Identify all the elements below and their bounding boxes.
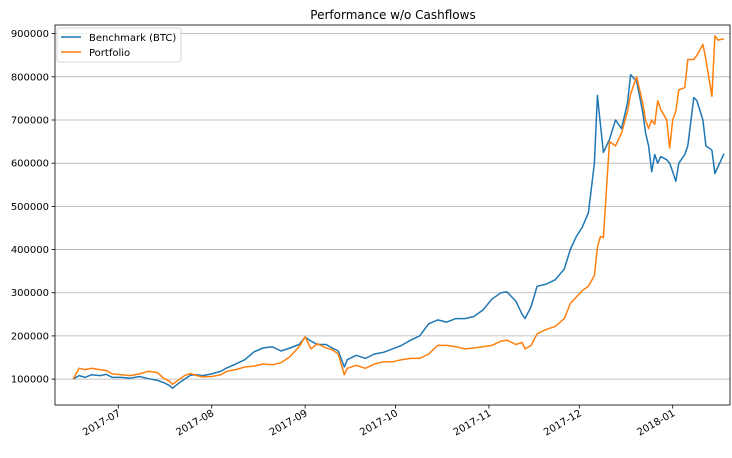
plot-area-frame bbox=[54, 24, 731, 406]
y-tick-label: 700000 bbox=[11, 116, 49, 127]
series-line-benchmark bbox=[72, 73, 725, 389]
legend-label-benchmark: Benchmark (BTC) bbox=[89, 33, 176, 44]
y-tick-label: 500000 bbox=[11, 202, 49, 213]
y-axis: 100000 200000 300000 400000 500000 600000 7000… bbox=[11, 29, 55, 386]
y-tick-label: 800000 bbox=[11, 72, 49, 83]
series-lines bbox=[72, 35, 725, 389]
legend-label-portfolio: Portfolio bbox=[89, 48, 130, 59]
y-tick-label: 200000 bbox=[11, 331, 49, 342]
x-tick-label: 2017-09 bbox=[268, 408, 310, 438]
legend-box bbox=[56, 27, 182, 63]
y-tick-label: 600000 bbox=[11, 159, 49, 170]
gridlines bbox=[55, 33, 730, 380]
y-tick-label: 100000 bbox=[11, 375, 49, 386]
y-tick-label: 400000 bbox=[11, 245, 49, 256]
x-tick-label: 2017-10 bbox=[358, 408, 400, 438]
chart-title: Performance w/o Cashflows bbox=[310, 8, 475, 22]
x-axis: 2017-07 2017-08 2017-09 2017-10 2017-11 2017-… bbox=[81, 405, 677, 438]
y-tick-label: 900000 bbox=[11, 29, 49, 40]
x-tick-label: 2017-11 bbox=[452, 408, 494, 438]
legend: Benchmark (BTC) Portfolio bbox=[56, 27, 182, 63]
x-tick-label: 2017-12 bbox=[542, 408, 584, 438]
series-line-portfolio bbox=[72, 35, 725, 386]
x-tick-label: 2017-07 bbox=[81, 408, 123, 438]
y-tick-label: 300000 bbox=[11, 288, 49, 299]
x-tick-label: 2018-01 bbox=[636, 408, 678, 438]
x-tick-label: 2017-08 bbox=[174, 408, 216, 438]
